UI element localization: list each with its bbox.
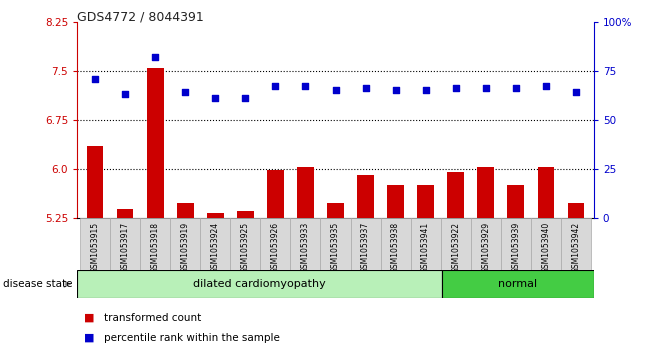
Point bbox=[270, 83, 280, 89]
Point bbox=[210, 95, 221, 101]
Bar bbox=[230, 218, 260, 270]
Bar bbox=[87, 146, 103, 218]
Bar bbox=[417, 185, 434, 218]
Bar bbox=[117, 209, 134, 218]
Bar bbox=[327, 203, 344, 218]
Point bbox=[540, 83, 551, 89]
Point bbox=[450, 86, 461, 91]
Text: percentile rank within the sample: percentile rank within the sample bbox=[104, 333, 280, 343]
Text: GSM1053938: GSM1053938 bbox=[391, 222, 400, 273]
Bar bbox=[80, 218, 110, 270]
Bar bbox=[350, 218, 380, 270]
Text: GSM1053933: GSM1053933 bbox=[301, 222, 310, 273]
Point bbox=[570, 89, 581, 95]
Text: GDS4772 / 8044391: GDS4772 / 8044391 bbox=[77, 11, 204, 24]
Point bbox=[360, 86, 371, 91]
Text: GSM1053942: GSM1053942 bbox=[571, 222, 580, 273]
Bar bbox=[77, 270, 442, 298]
Text: GSM1053918: GSM1053918 bbox=[151, 222, 160, 273]
Point bbox=[330, 87, 341, 93]
Bar bbox=[237, 211, 254, 218]
Bar bbox=[470, 218, 501, 270]
Point bbox=[391, 87, 401, 93]
Text: GSM1053940: GSM1053940 bbox=[541, 222, 550, 273]
Text: GSM1053915: GSM1053915 bbox=[91, 222, 100, 273]
Bar bbox=[321, 218, 350, 270]
Point bbox=[240, 95, 251, 101]
Text: transformed count: transformed count bbox=[104, 313, 201, 323]
Text: ■: ■ bbox=[84, 313, 98, 323]
Text: GSM1053925: GSM1053925 bbox=[241, 222, 250, 273]
Point bbox=[480, 86, 491, 91]
Text: dilated cardiomyopathy: dilated cardiomyopathy bbox=[193, 279, 326, 289]
Text: GSM1053937: GSM1053937 bbox=[361, 222, 370, 273]
Bar bbox=[568, 203, 584, 218]
Point bbox=[120, 91, 131, 97]
Bar bbox=[507, 185, 524, 218]
Text: normal: normal bbox=[499, 279, 537, 289]
Bar bbox=[442, 270, 594, 298]
Bar bbox=[147, 68, 164, 218]
Bar bbox=[207, 213, 223, 218]
Bar bbox=[140, 218, 170, 270]
Point bbox=[420, 87, 431, 93]
Bar bbox=[291, 218, 321, 270]
Bar bbox=[297, 167, 314, 218]
Bar bbox=[170, 218, 201, 270]
Bar bbox=[537, 167, 554, 218]
Bar bbox=[501, 218, 531, 270]
Text: GSM1053935: GSM1053935 bbox=[331, 222, 340, 273]
Bar bbox=[380, 218, 411, 270]
Bar bbox=[448, 172, 464, 218]
Text: GSM1053919: GSM1053919 bbox=[180, 222, 190, 273]
Text: GSM1053922: GSM1053922 bbox=[451, 222, 460, 273]
Text: GSM1053939: GSM1053939 bbox=[511, 222, 520, 273]
Point bbox=[300, 83, 311, 89]
Bar bbox=[441, 218, 470, 270]
Bar bbox=[357, 175, 374, 218]
Point bbox=[150, 54, 160, 60]
Point bbox=[90, 76, 101, 82]
Text: GSM1053929: GSM1053929 bbox=[481, 222, 491, 273]
Bar bbox=[478, 167, 494, 218]
Text: GSM1053917: GSM1053917 bbox=[121, 222, 130, 273]
Text: GSM1053926: GSM1053926 bbox=[271, 222, 280, 273]
Text: disease state: disease state bbox=[3, 279, 73, 289]
Bar bbox=[387, 185, 404, 218]
Bar bbox=[110, 218, 140, 270]
Bar bbox=[411, 218, 441, 270]
Bar bbox=[267, 170, 284, 218]
Text: GSM1053941: GSM1053941 bbox=[421, 222, 430, 273]
Point bbox=[511, 86, 521, 91]
Bar bbox=[201, 218, 230, 270]
Bar bbox=[177, 203, 193, 218]
Text: GSM1053924: GSM1053924 bbox=[211, 222, 220, 273]
Point bbox=[180, 89, 191, 95]
Bar bbox=[260, 218, 291, 270]
Bar bbox=[561, 218, 591, 270]
Bar bbox=[531, 218, 561, 270]
Text: ■: ■ bbox=[84, 333, 98, 343]
